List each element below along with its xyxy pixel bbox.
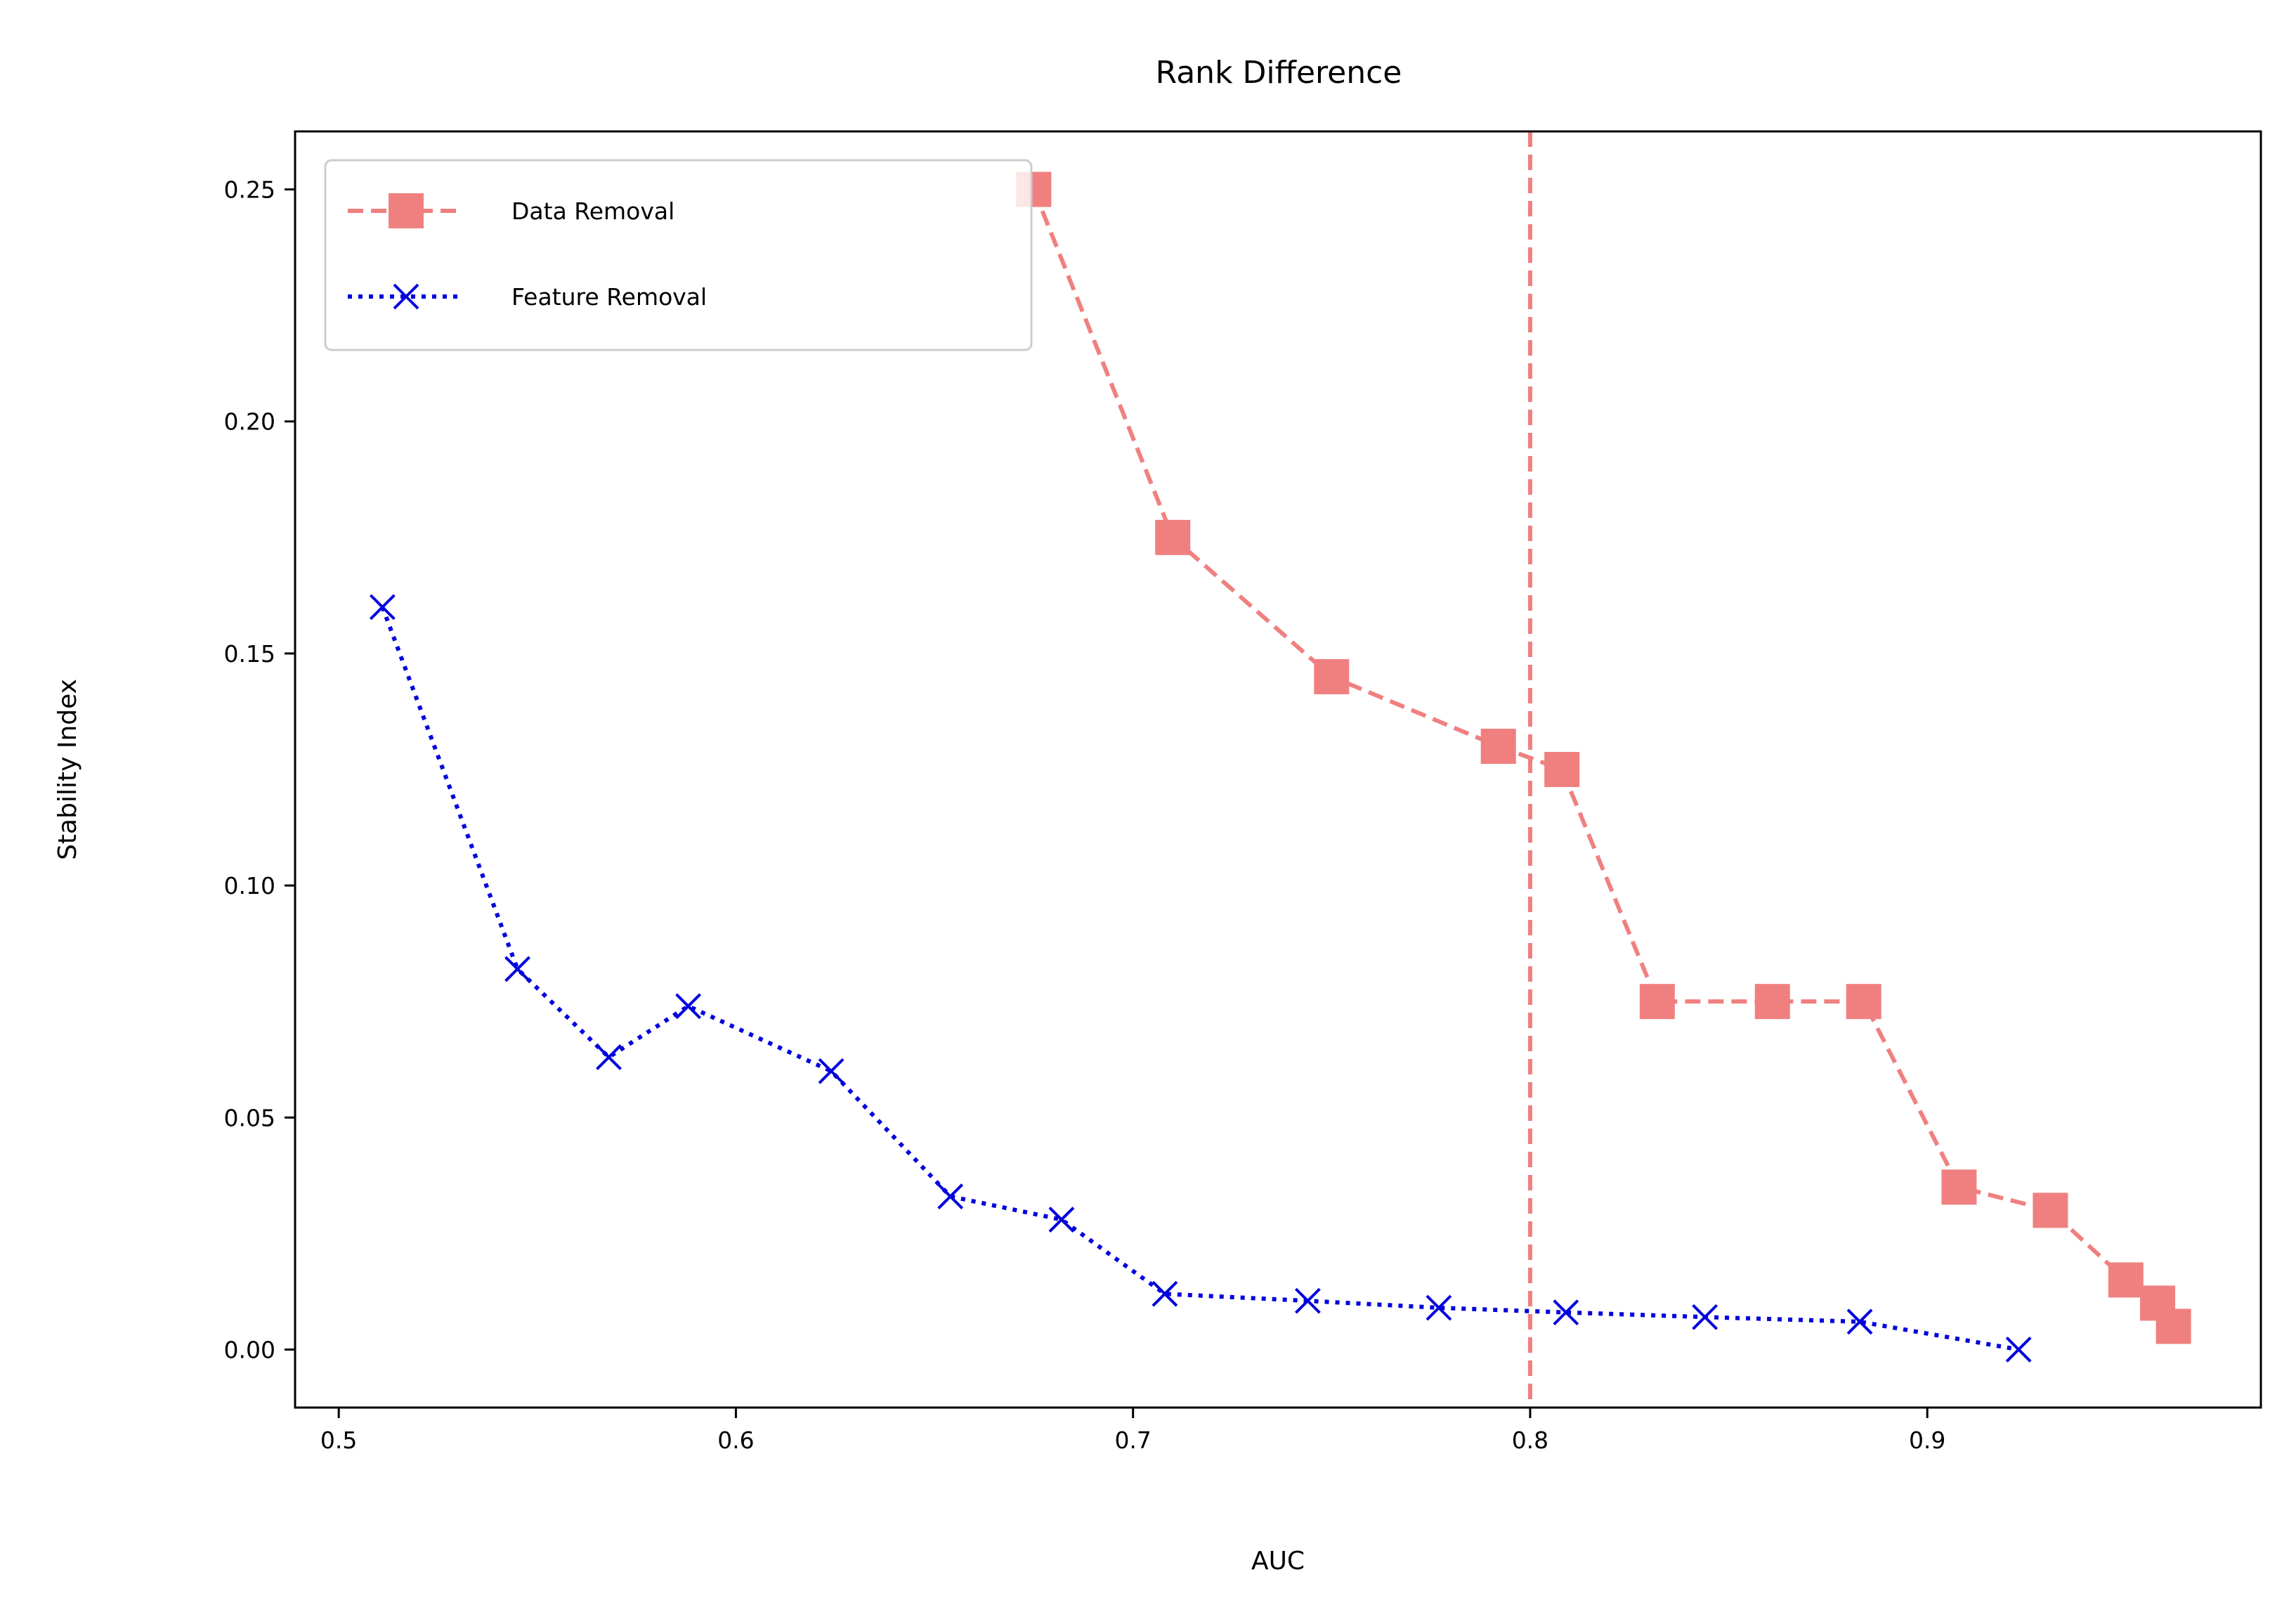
- legend: Data Removal Feature Removal: [324, 159, 1033, 351]
- series-line: [380, 606, 2019, 1352]
- series-data-removal: [1016, 171, 2191, 1344]
- data-point: [1639, 984, 1675, 1020]
- y-axis: 0.00 0.05 0.10 0.15 0.20 0.25: [224, 176, 295, 1363]
- data-point: [1846, 984, 1881, 1020]
- data-point: [1846, 1308, 1873, 1335]
- data-point: [1314, 658, 1350, 694]
- y-axis-label: Stability Index: [53, 679, 82, 860]
- data-point: [1480, 728, 1516, 764]
- x-tick-label: 0.6: [717, 1427, 754, 1454]
- data-point: [2033, 1193, 2068, 1228]
- y-tick-label: 0.20: [224, 408, 275, 436]
- x-axis-label: AUC: [1251, 1547, 1305, 1576]
- data-point: [2155, 1308, 2191, 1344]
- y-tick-label: 0.10: [224, 872, 275, 899]
- legend-label: Feature Removal: [511, 283, 707, 311]
- x-tick-label: 0.9: [1909, 1427, 1945, 1454]
- data-point: [393, 283, 419, 310]
- y-tick-label: 0.00: [224, 1336, 275, 1363]
- data-point: [1155, 519, 1191, 555]
- legend-entry: Feature Removal: [348, 283, 707, 311]
- chart-title: Rank Difference: [1156, 55, 1402, 91]
- data-point: [818, 1058, 844, 1084]
- data-point: [1426, 1294, 1452, 1321]
- data-point: [1941, 1169, 1977, 1205]
- data-point: [675, 993, 702, 1020]
- plot-area: [369, 131, 2191, 1408]
- data-point: [369, 594, 396, 621]
- data-point: [2005, 1337, 2032, 1363]
- x-tick-label: 0.7: [1114, 1427, 1151, 1454]
- x-tick-label: 0.8: [1512, 1427, 1548, 1454]
- data-point: [1294, 1287, 1321, 1314]
- plot-frame: [294, 130, 2262, 1409]
- data-point: [1692, 1304, 1718, 1330]
- legend-box: [324, 159, 1033, 351]
- data-point: [389, 193, 424, 228]
- y-tick-label: 0.25: [224, 176, 275, 204]
- data-point: [1152, 1280, 1178, 1307]
- data-point: [1048, 1207, 1075, 1233]
- series-line: [1031, 188, 2176, 1328]
- data-point: [504, 956, 530, 982]
- data-point: [937, 1183, 964, 1209]
- legend-label: Data Removal: [511, 197, 674, 225]
- x-tick-label: 0.5: [320, 1427, 357, 1454]
- data-point: [2108, 1262, 2144, 1298]
- y-tick-label: 0.05: [224, 1104, 275, 1131]
- data-point: [1553, 1299, 1579, 1326]
- data-point: [1544, 752, 1580, 787]
- x-axis: 0.5 0.6 0.7 0.8 0.9: [320, 1408, 1945, 1454]
- y-tick-label: 0.15: [224, 640, 275, 668]
- data-point: [596, 1044, 622, 1070]
- data-point: [1754, 984, 1790, 1020]
- series-feature-removal: [369, 594, 2032, 1363]
- legend-entry: Data Removal: [348, 193, 674, 228]
